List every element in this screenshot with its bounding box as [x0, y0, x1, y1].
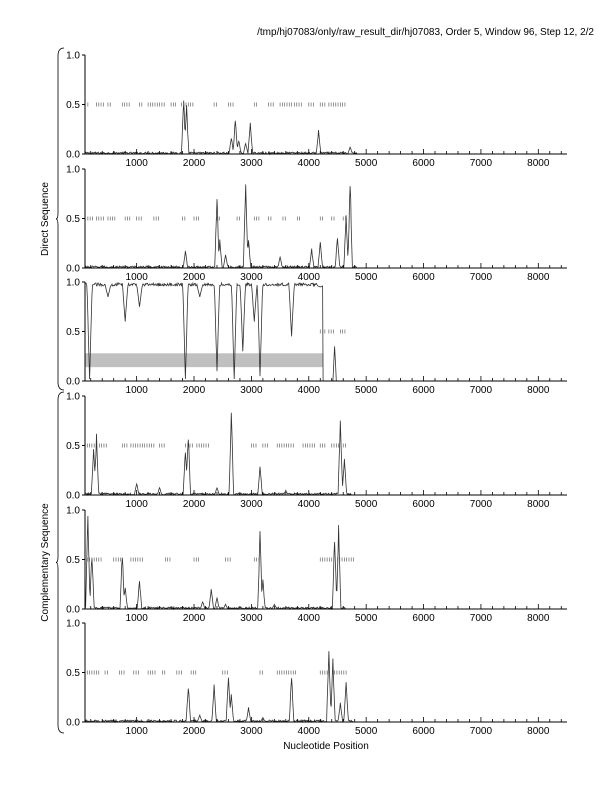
x-tick-label: 4000: [298, 158, 321, 169]
x-tick-label: 8000: [527, 613, 550, 624]
x-tick-label: 5000: [355, 499, 378, 510]
y-tick-label: 1.0: [66, 619, 80, 630]
y-tick-label: 0.0: [66, 718, 80, 729]
y-tick-label: 1.0: [66, 278, 80, 289]
x-tick-label: 7000: [470, 499, 493, 510]
x-tick-label: 5000: [355, 385, 378, 396]
y-tick-label: 0.0: [66, 150, 80, 161]
x-tick-label: 4000: [298, 385, 321, 396]
x-tick-label: 1000: [126, 613, 149, 624]
trace-line: [84, 412, 567, 497]
y-tick-label: 1.0: [66, 165, 80, 176]
highlight-bar: [85, 353, 324, 368]
x-tick-label: 5000: [355, 613, 378, 624]
x-tick-label: 6000: [412, 613, 435, 624]
x-tick-label: 8000: [527, 499, 550, 510]
y-tick-label: 0.5: [66, 100, 80, 111]
x-axis-label: Nucleotide Position: [283, 741, 369, 752]
x-tick-label: 6000: [412, 499, 435, 510]
x-tick-label: 4000: [298, 272, 321, 283]
direct-sequence-label: Direct Sequence: [40, 182, 51, 256]
x-tick-label: 5000: [355, 158, 378, 169]
x-tick-label: 2000: [183, 726, 206, 737]
panel-1: 0.0 0.5 1.0 1000 2000 3000 4000 5000 6000 7000 800…: [66, 51, 567, 169]
x-tick-label: 1000: [126, 158, 149, 169]
x-tick-label: 8000: [527, 385, 550, 396]
trace-line: [84, 100, 567, 156]
x-tick-label: 1000: [126, 272, 149, 283]
x-tick-label: 1000: [126, 499, 149, 510]
x-tick-label: 4000: [298, 499, 321, 510]
panel-4: 0.0 0.5 1.0 1000 2000 3000 4000 5000 6000 7000 800…: [66, 392, 567, 510]
y-tick-label: 0.0: [66, 605, 80, 616]
x-tick-label: 3000: [240, 613, 263, 624]
y-tick-label: 0.5: [66, 327, 80, 338]
y-tick-label: 1.0: [66, 51, 80, 62]
x-tick-label: 7000: [470, 385, 493, 396]
panel-2: 0.0 0.5 1.0 1000 2000 3000 4000 5000 6000 7000 800…: [66, 165, 567, 283]
panels-group: 0.0 0.5 1.0 1000 2000 3000 4000 5000 6000 7000 800…: [66, 51, 567, 737]
x-tick-label: 3000: [240, 385, 263, 396]
x-tick-label: 3000: [240, 726, 263, 737]
trace-line: [84, 184, 567, 270]
x-tick-label: 2000: [183, 158, 206, 169]
y-tick-label: 1.0: [66, 506, 80, 517]
x-tick-label: 2000: [183, 385, 206, 396]
complementary-sequence-label: Complementary Sequence: [40, 503, 51, 622]
complementary-sequence-brace: [55, 391, 65, 734]
trace-line: [84, 651, 567, 724]
panel-6: 0.0 0.5 1.0 1000 2000 3000 4000 5000 6000 7000 800…: [66, 619, 567, 737]
y-tick-label: 0.5: [66, 668, 80, 679]
x-tick-label: 7000: [470, 272, 493, 283]
panel-5: 0.0 0.5 1.0 1000 2000 3000 4000 5000 6000 7000 800…: [66, 506, 567, 624]
x-tick-label: 5000: [355, 726, 378, 737]
x-tick-label: 1000: [126, 385, 149, 396]
x-tick-label: 8000: [527, 158, 550, 169]
group-brackets: Direct Sequence Complementary Sequence: [40, 47, 65, 734]
x-tick-label: 2000: [183, 613, 206, 624]
chart-title: /tmp/hj07083/only/raw_result_dir/hj07083…: [257, 27, 594, 38]
x-tick-label: 6000: [412, 158, 435, 169]
x-tick-label: 6000: [412, 272, 435, 283]
x-tick-label: 1000: [126, 726, 149, 737]
y-tick-label: 0.0: [66, 264, 80, 275]
trace-line: [84, 515, 567, 611]
x-tick-label: 4000: [298, 726, 321, 737]
x-tick-label: 8000: [527, 272, 550, 283]
x-tick-label: 8000: [527, 726, 550, 737]
x-tick-label: 3000: [240, 272, 263, 283]
x-tick-label: 6000: [412, 385, 435, 396]
y-tick-label: 1.0: [66, 392, 80, 403]
x-tick-label: 2000: [183, 499, 206, 510]
panel-3: 0.0 0.5 1.0 1000 2000 3000 4000 5000 6000 7000 800…: [66, 278, 567, 396]
x-tick-label: 2000: [183, 272, 206, 283]
x-tick-label: 7000: [470, 726, 493, 737]
y-tick-label: 0.5: [66, 441, 80, 452]
x-tick-label: 4000: [298, 613, 321, 624]
direct-sequence-brace: [55, 47, 65, 391]
x-tick-label: 6000: [412, 726, 435, 737]
y-tick-label: 0.0: [66, 491, 80, 502]
x-tick-label: 3000: [240, 158, 263, 169]
x-tick-label: 3000: [240, 499, 263, 510]
y-tick-label: 0.0: [66, 377, 80, 388]
y-tick-label: 0.5: [66, 555, 80, 566]
y-tick-label: 0.5: [66, 214, 80, 225]
x-tick-label: 7000: [470, 613, 493, 624]
x-tick-label: 7000: [470, 158, 493, 169]
x-tick-label: 5000: [355, 272, 378, 283]
